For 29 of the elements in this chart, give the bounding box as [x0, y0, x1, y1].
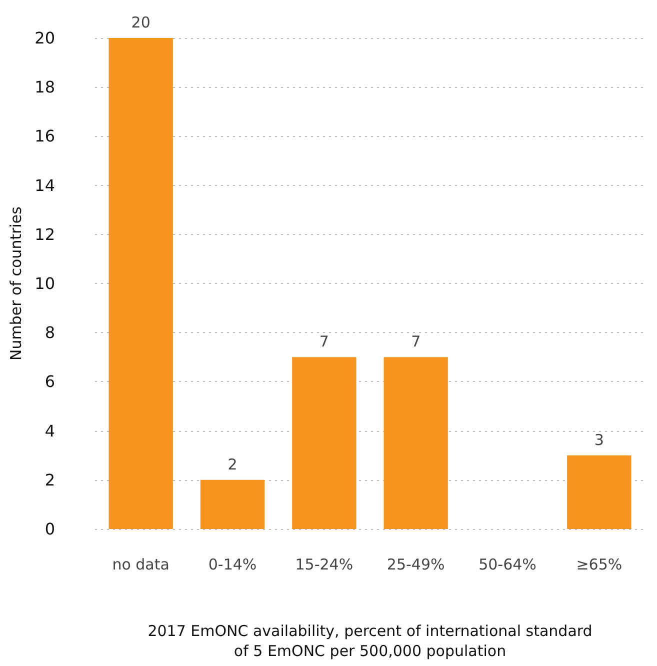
bar [384, 357, 448, 529]
x-tick-label: 25-49% [386, 556, 445, 574]
y-tick-label: 8 [44, 323, 55, 342]
y-tick-label: 2 [44, 470, 55, 490]
x-tick-label: 0-14% [208, 556, 257, 574]
y-tick-label: 10 [34, 274, 55, 293]
data-label: 7 [319, 332, 329, 351]
data-label: 3 [594, 430, 604, 449]
bar [200, 480, 265, 529]
y-tick-label: 4 [44, 421, 55, 440]
x-tick-label: no data [112, 556, 170, 574]
bar [292, 357, 356, 529]
y-axis-title: Number of countries [7, 206, 26, 360]
x-tick-label: ≥65% [576, 556, 622, 574]
y-tick-label: 6 [44, 372, 55, 392]
data-label: 20 [131, 14, 150, 32]
y-tick-label: 18 [34, 78, 55, 97]
y-tick-label: 16 [34, 126, 55, 146]
bar [567, 455, 632, 529]
x-tick-label: 50-64% [478, 556, 536, 574]
x-axis-title: 2017 EmONC availability, percent of international standard of 5 EmONC per 500,000 population [148, 622, 592, 660]
y-tick-label: 14 [34, 176, 55, 195]
y-tick-label: 20 [34, 28, 55, 48]
y-tick-label: 12 [34, 224, 55, 244]
x-tick-label: 15-24% [295, 556, 354, 574]
bar [108, 38, 173, 529]
data-label: 2 [228, 455, 238, 474]
data-label: 7 [411, 332, 421, 351]
y-tick-label: 0 [44, 520, 55, 538]
